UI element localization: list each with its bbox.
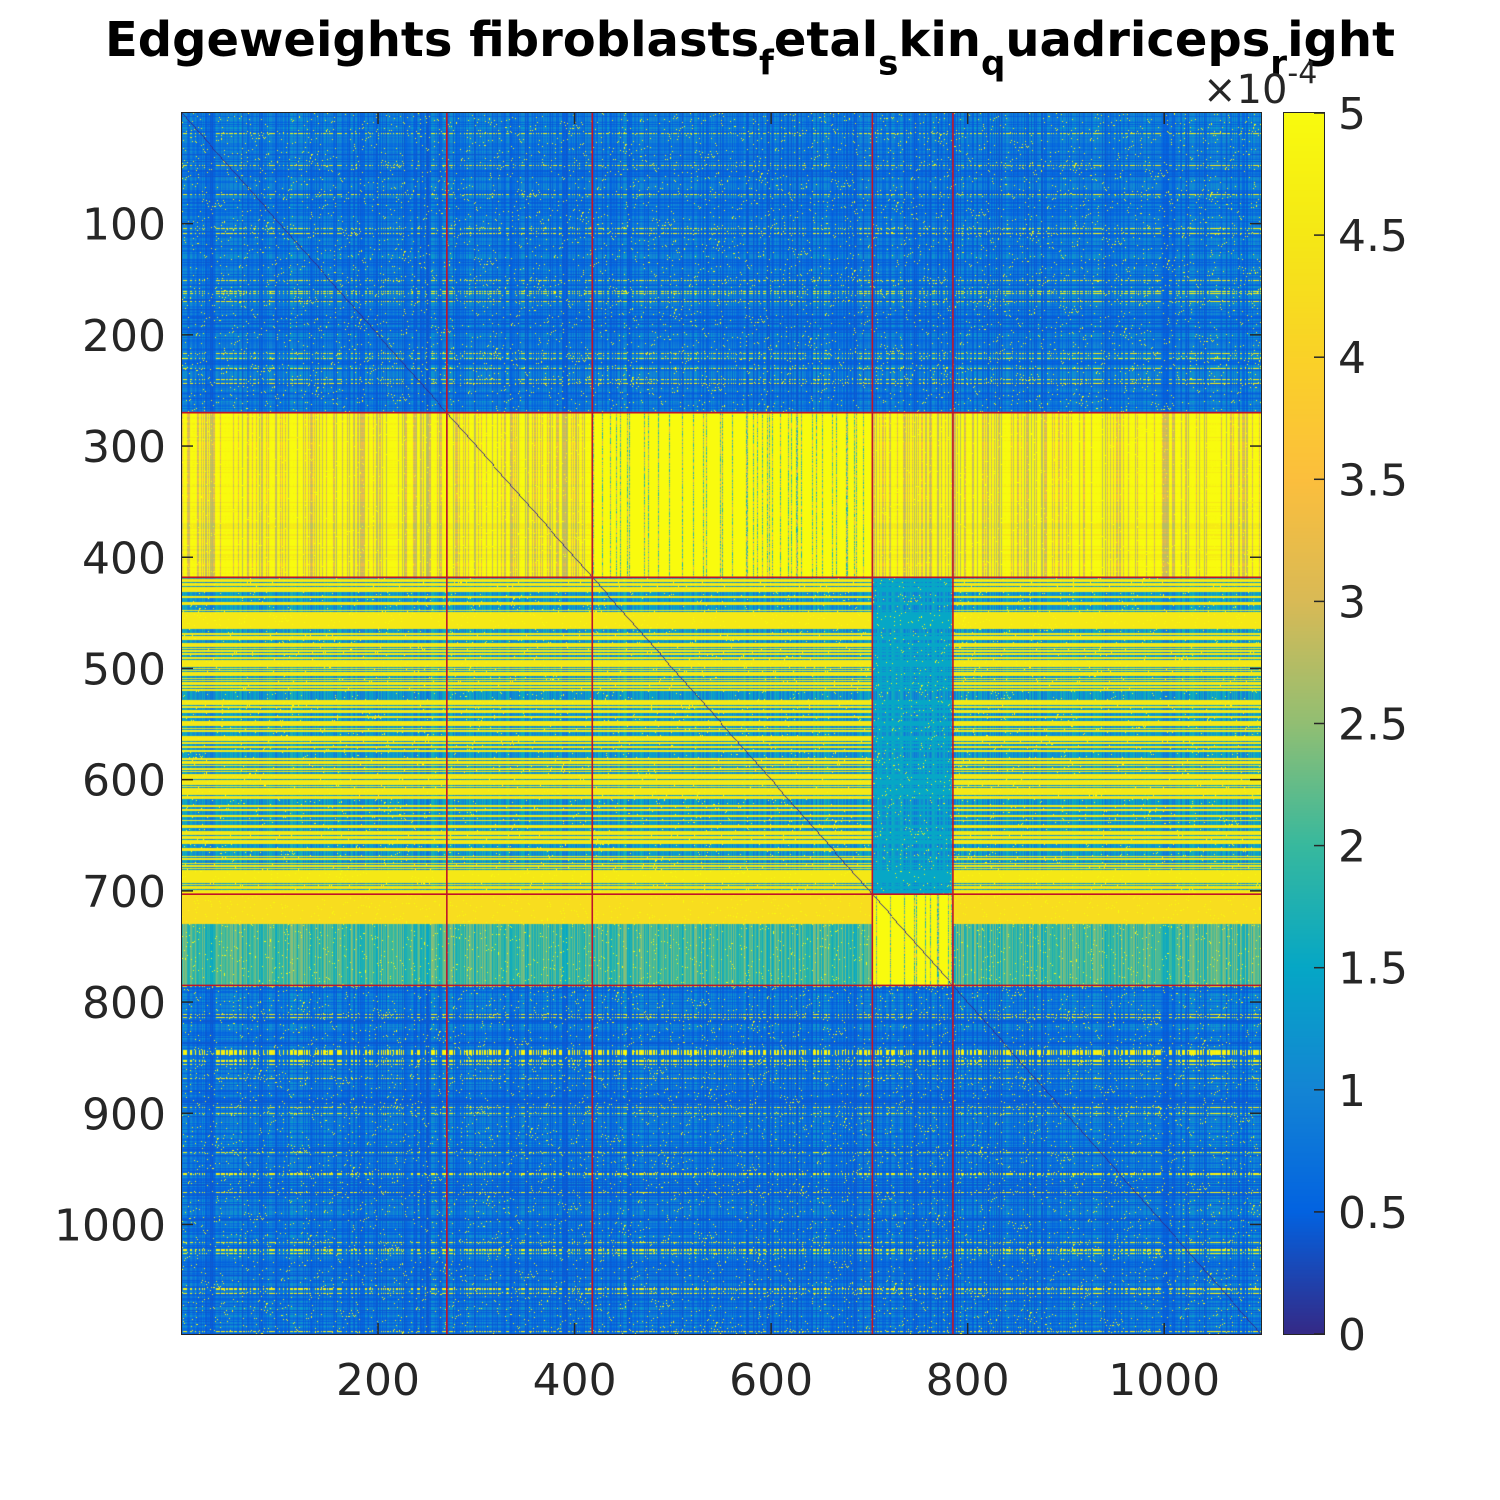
title-subscript: s: [878, 43, 899, 84]
colorbar-multiplier-base: ×10: [1203, 67, 1287, 113]
title-text: kin: [898, 12, 981, 68]
title-text: uadriceps: [1005, 12, 1271, 68]
title-text: etal: [773, 12, 879, 68]
colorbar-tick-label: 2.5: [1338, 700, 1408, 751]
title-subscript: f: [759, 43, 774, 84]
colorbar-frame: [1283, 112, 1325, 1335]
y-tick-label: 200: [82, 311, 166, 362]
heatmap-image: [182, 113, 1261, 1334]
colorbar-tick-label: 0: [1338, 1310, 1366, 1361]
x-tick-label: 200: [336, 1355, 420, 1406]
y-tick-label: 600: [82, 756, 166, 807]
colorbar-tick-label: 1: [1338, 1066, 1366, 1117]
x-tick-label: 800: [926, 1355, 1010, 1406]
x-tick-label: 1000: [1108, 1355, 1220, 1406]
y-tick-label: 700: [82, 867, 166, 918]
y-tick-label: 800: [82, 978, 166, 1029]
colorbar-tick-label: 3: [1338, 577, 1366, 628]
chart-title: Edgeweights fibroblastsfetalskinquadrice…: [0, 14, 1500, 83]
y-tick-label: 1000: [54, 1200, 166, 1251]
colorbar-tick-label: 4: [1338, 333, 1366, 384]
colorbar-tick-label: 3.5: [1338, 455, 1408, 506]
y-tick-label: 500: [82, 644, 166, 695]
colorbar-tick-label: 0.5: [1338, 1188, 1408, 1239]
colorbar-tick-label: 5: [1338, 89, 1366, 140]
plot-axes-frame: [181, 112, 1262, 1335]
colorbar-multiplier: ×10-4: [1203, 56, 1317, 113]
colorbar-tick-label: 2: [1338, 822, 1366, 873]
y-tick-label: 300: [82, 422, 166, 473]
x-tick-label: 600: [729, 1355, 813, 1406]
colorbar-tick-label: 4.5: [1338, 211, 1408, 262]
y-tick-label: 100: [82, 200, 166, 251]
title-text: ight: [1287, 12, 1396, 68]
colorbar-tick-label: 1.5: [1338, 944, 1408, 995]
y-tick-label: 400: [82, 533, 166, 584]
title-subscript: r: [1270, 43, 1288, 84]
x-tick-label: 400: [533, 1355, 617, 1406]
title-subscript: q: [980, 43, 1006, 84]
title-text: Edgeweights fibroblasts: [104, 12, 760, 68]
colorbar-multiplier-exponent: -4: [1287, 56, 1317, 91]
y-tick-label: 900: [82, 1089, 166, 1140]
